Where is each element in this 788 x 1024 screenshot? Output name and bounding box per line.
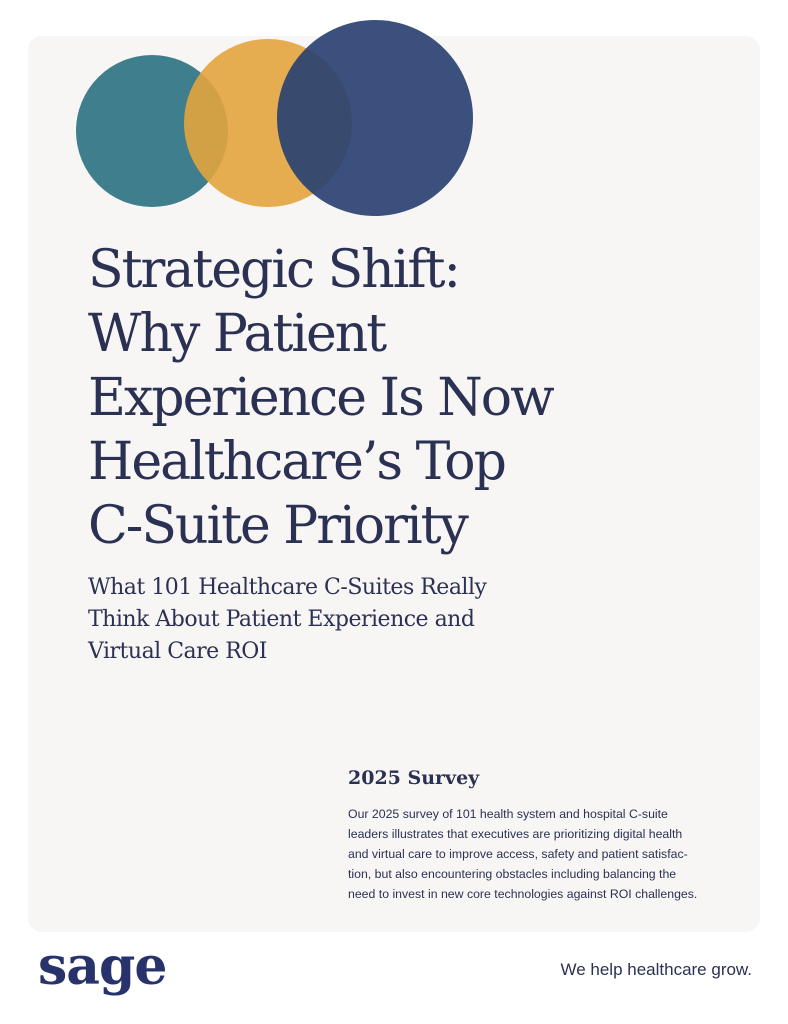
tagline: We help healthcare grow. — [560, 960, 752, 979]
subtitle-line: Think About Patient Experience and — [88, 607, 475, 632]
subtitle-line: Virtual Care ROI — [88, 639, 267, 664]
title-line: Strategic Shift: — [88, 240, 461, 300]
subtitle: What 101 Healthcare C-Suites Really Think… — [88, 572, 487, 668]
body-line: need to invest in new core technologies … — [348, 887, 698, 901]
body-line: Our 2025 survey of 101 health system and… — [348, 807, 668, 821]
section-heading: 2025 Survey — [348, 767, 480, 789]
title-line: Experience Is Now — [88, 368, 555, 428]
body-line: leaders illustrates that executives are … — [348, 827, 683, 841]
title-line: C-Suite Priority — [88, 496, 469, 556]
title-line: Why Patient — [88, 304, 387, 364]
title-line: Healthcare’s Top — [88, 432, 507, 492]
decorative-circles — [76, 20, 473, 216]
body-line: and virtual care to improve access, safe… — [348, 847, 688, 861]
body-text: Our 2025 survey of 101 health system and… — [348, 804, 697, 904]
subtitle-line: What 101 Healthcare C-Suites Really — [88, 575, 487, 600]
title: Strategic Shift: Why Patient Experience Is… — [88, 238, 555, 558]
body-line: tion, but also encountering obstacles in… — [348, 867, 677, 881]
logo: sage — [38, 936, 167, 997]
navy-circle — [277, 20, 473, 216]
